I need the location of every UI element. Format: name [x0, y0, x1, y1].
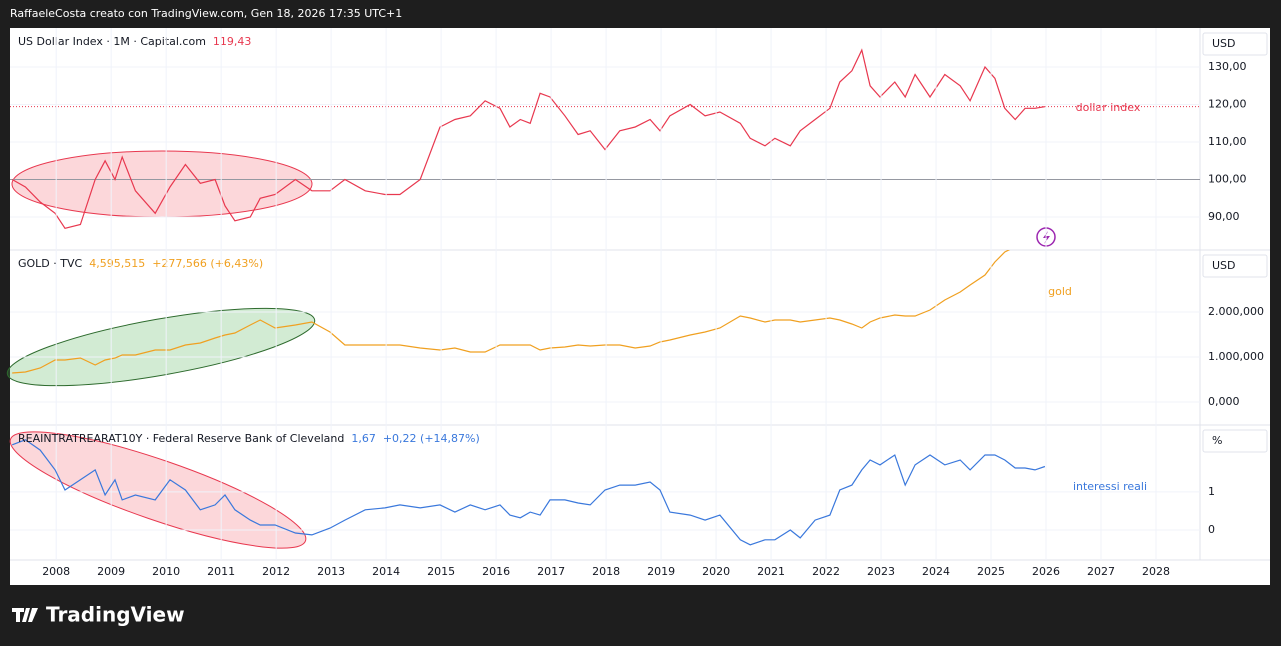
x-tick-label: 2009: [97, 565, 125, 578]
logo: TradingView: [12, 603, 185, 627]
legend-legend: REAINTRATREARAT10Y · Federal Reserve Ban…: [18, 432, 344, 445]
y-tick-label: 1.000,000: [1208, 350, 1264, 363]
x-tick-label: 2021: [757, 565, 785, 578]
x-tick-label: 2008: [42, 565, 70, 578]
unit-label: USD: [1212, 37, 1236, 50]
unit-label: %: [1212, 434, 1222, 447]
x-tick-label: 2018: [592, 565, 620, 578]
series-line: [11, 48, 1046, 229]
x-tick-label: 2026: [1032, 565, 1060, 578]
x-tick-label: 2013: [317, 565, 345, 578]
legend-legend: GOLD · TVC: [18, 257, 83, 270]
y-tick-label: 90,00: [1208, 210, 1240, 223]
y-tick-label: 110,00: [1208, 135, 1247, 148]
y-tick-label: 2.000,000: [1208, 305, 1264, 318]
x-tick-label: 2027: [1087, 565, 1115, 578]
legend-last-label: 1,67: [351, 432, 376, 445]
header: RaffaeleCosta creato con TradingView.com…: [10, 7, 402, 20]
x-tick-label: 2023: [867, 565, 895, 578]
logo-icon: [12, 608, 38, 622]
y-tick-label: 0,000: [1208, 395, 1240, 408]
x-tick-label: 2024: [922, 565, 950, 578]
unit-label: USD: [1212, 259, 1236, 272]
series-line: [11, 439, 1046, 546]
x-tick-label: 2011: [207, 565, 235, 578]
x-tick-label: 2020: [702, 565, 730, 578]
series-label: gold: [1048, 285, 1072, 298]
unit-box: [1202, 254, 1268, 278]
legend-last-label: 119,43: [213, 35, 252, 48]
pane-legend: REAINTRATREARAT10Y · Federal Reserve Ban…: [18, 432, 480, 445]
pane-legend: GOLD · TVC 4,595,515 +277,566 (+6,43%): [18, 257, 263, 270]
pane-legend: US Dollar Index · 1M · Capital.com 119,43: [18, 35, 251, 48]
unit-box: [1202, 429, 1268, 453]
x-tick-label: 2016: [482, 565, 510, 578]
x-tick-label: 2017: [537, 565, 565, 578]
y-tick-label: 100,00: [1208, 173, 1247, 186]
x-tick-label: 2019: [647, 565, 675, 578]
y-tick-label: 0: [1208, 523, 1215, 536]
x-tick-label: 2022: [812, 565, 840, 578]
y-tick-label: 130,00: [1208, 60, 1247, 73]
legend-legend: US Dollar Index · 1M · Capital.com: [18, 35, 206, 48]
x-tick-label: 2014: [372, 565, 400, 578]
legend-change-label: +0,22 (+14,87%): [383, 432, 480, 445]
legend-change-label: +277,566 (+6,43%): [152, 257, 263, 270]
highlight-ellipse: [11, 150, 313, 218]
logo-text: TradingView: [46, 603, 185, 627]
y-tick-label: 120,00: [1208, 98, 1247, 111]
highlight-ellipse: [9, 431, 307, 549]
x-tick-label: 2028: [1142, 565, 1170, 578]
series-label: dollar index: [1076, 101, 1141, 114]
legend-last-label: 4,595,515: [89, 257, 145, 270]
x-tick-label: 2010: [152, 565, 180, 578]
unit-box: [1202, 32, 1268, 56]
series-label: interessi reali: [1073, 480, 1147, 493]
x-tick-label: 2025: [977, 565, 1005, 578]
x-tick-label: 2015: [427, 565, 455, 578]
series-line: [12, 250, 1011, 374]
x-tick-label: 2012: [262, 565, 290, 578]
y-tick-label: 1: [1208, 485, 1215, 498]
